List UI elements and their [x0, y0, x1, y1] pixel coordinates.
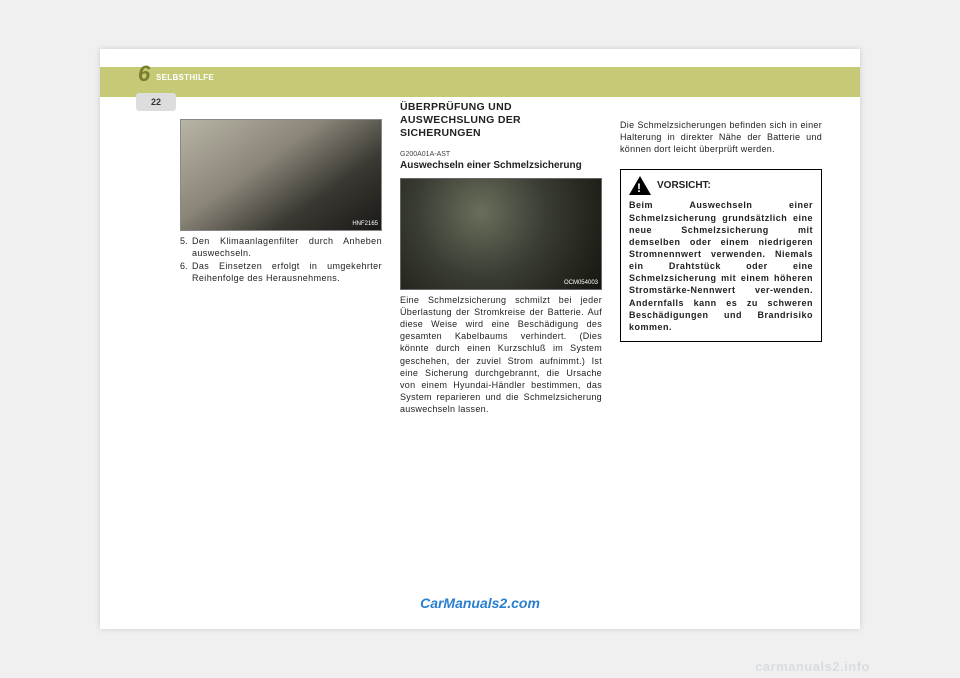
content-area: HNF2165 5. Den Klimaanlagenfilter durch …: [180, 101, 822, 609]
fusebox-photo: OCM054003: [400, 178, 602, 290]
header-band: [100, 67, 860, 97]
caution-text: Beim Auswechseln einer Schmelzsicherung …: [629, 199, 813, 333]
list-number: 6.: [180, 260, 192, 284]
list-text: Den Klimaanlagenfilter durch Anheben aus…: [192, 235, 382, 259]
list-item: 5. Den Klimaanlagenfilter durch Anheben …: [180, 235, 382, 259]
page-number-box: 22: [136, 93, 176, 111]
chapter-number: 6: [138, 61, 150, 87]
intro-paragraph: Die Schmelzsicherungen befinden sich in …: [620, 119, 822, 155]
column-3: Die Schmelzsicherungen befinden sich in …: [620, 101, 822, 609]
list-item: 6. Das Einsetzen erfolgt in umgekehrter …: [180, 260, 382, 284]
photo-ref: OCM054003: [564, 279, 598, 287]
watermark-footer: carmanuals2.info: [755, 659, 870, 674]
sub-heading: Auswechseln einer Schmelzsicherung: [400, 160, 602, 172]
page-number: 22: [151, 97, 161, 107]
caution-header: VORSICHT:: [629, 176, 813, 195]
section-heading: ÜBERPRÜFUNG UND AUSWECHSLUNG DER SICHERU…: [400, 101, 602, 140]
body-paragraph: Eine Schmelzsicherung schmilzt bei jeder…: [400, 294, 602, 415]
filter-photo: HNF2165: [180, 119, 382, 231]
watermark-carmanuals2: CarManuals2.com: [100, 595, 860, 611]
caution-box: VORSICHT: Beim Auswechseln einer Schmelz…: [620, 169, 822, 342]
warning-icon: [629, 176, 651, 195]
manual-page: 6 SELBSTHILFE 22 HNF2165 5. Den Klimaanl…: [100, 49, 860, 629]
column-1: HNF2165 5. Den Klimaanlagenfilter durch …: [180, 101, 382, 609]
list-text: Das Einsetzen erfolgt in umgekehrter Rei…: [192, 260, 382, 284]
column-2: ÜBERPRÜFUNG UND AUSWECHSLUNG DER SICHERU…: [400, 101, 602, 609]
reference-code: G200A01A-AST: [400, 150, 602, 159]
chapter-title: SELBSTHILFE: [156, 73, 214, 82]
photo-ref: HNF2165: [352, 220, 378, 228]
list-number: 5.: [180, 235, 192, 259]
caution-label: VORSICHT:: [657, 179, 711, 193]
